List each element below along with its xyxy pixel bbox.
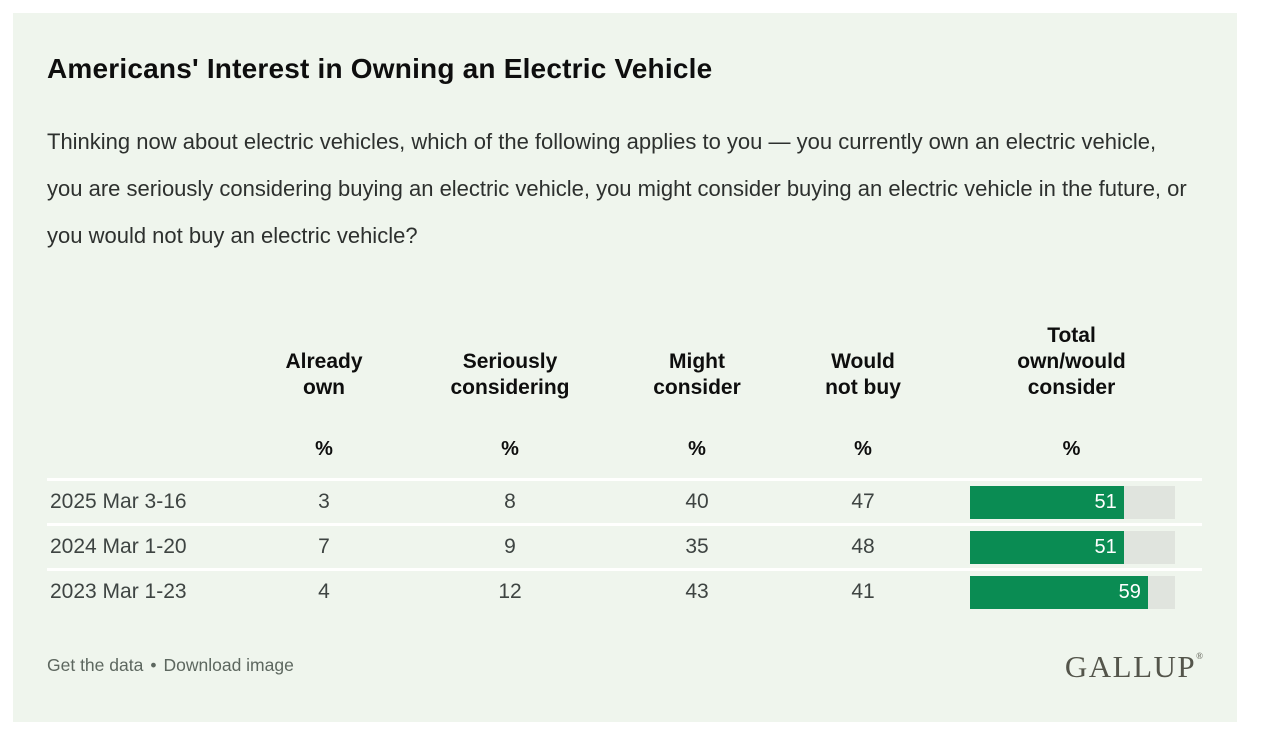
column-header-might-consider: Might consider: [653, 350, 741, 399]
cell-would-not-buy: 41: [851, 580, 875, 603]
cell-seriously-considering: 12: [498, 580, 522, 603]
cell-already-own: 7: [318, 535, 330, 558]
survey-question-text: Thinking now about electric vehicles, wh…: [47, 129, 1187, 248]
row-label-date: 2025 Mar 3-16: [50, 490, 187, 513]
column-header-total-own-would-consider: Total own/would consider: [1017, 324, 1126, 399]
cell-already-own: 3: [318, 490, 330, 513]
cell-would-not-buy: 47: [851, 490, 875, 513]
registered-trademark-icon: ®: [1196, 651, 1203, 661]
column-header-already-own: Already own: [285, 350, 363, 399]
table-header-row: Already own Seriously considering Might …: [47, 323, 1202, 401]
gallup-logo: GALLUP®: [1064, 649, 1203, 684]
cell-total-bar: 51: [941, 485, 1202, 519]
table-body: 2025 Mar 3-16 3 8 40 47 51 2024 Mar 1-20…: [47, 478, 1202, 613]
table-row: 2025 Mar 3-16 3 8 40 47 51: [47, 478, 1202, 523]
get-the-data-link[interactable]: Get the data: [47, 655, 144, 675]
cell-might-consider: 43: [685, 580, 709, 603]
column-header-would-not-buy: Would not buy: [825, 350, 901, 399]
cell-seriously-considering: 9: [504, 535, 516, 558]
data-table: Already own Seriously considering Might …: [47, 259, 1202, 613]
bar-track: 51: [970, 485, 1175, 519]
unit-label: %: [315, 438, 333, 460]
page-title: Americans' Interest in Owning an Electri…: [47, 53, 713, 84]
row-label-date: 2023 Mar 1-23: [50, 580, 187, 603]
column-header-seriously-considering: Seriously considering: [450, 350, 570, 399]
unit-label: %: [854, 438, 872, 460]
cell-seriously-considering: 8: [504, 490, 516, 513]
bar-track: 51: [970, 530, 1175, 564]
cell-already-own: 4: [318, 580, 330, 603]
row-label-date: 2024 Mar 1-20: [50, 535, 187, 558]
bar-fill: 51: [970, 530, 1124, 564]
unit-row: % % % % %: [47, 437, 1202, 461]
bar-track: 59: [970, 575, 1175, 609]
footer: Get the data • Download image GALLUP®: [47, 641, 1215, 682]
unit-spacer: [47, 437, 237, 461]
unit-label: %: [688, 438, 706, 460]
cell-total-bar: 59: [941, 575, 1202, 609]
cell-would-not-buy: 48: [851, 535, 875, 558]
footer-links: Get the data • Download image: [47, 654, 294, 682]
footer-link-separator: •: [150, 655, 157, 675]
cell-might-consider: 40: [685, 490, 709, 513]
bar-fill: 59: [970, 575, 1148, 609]
chart-card: Americans' Interest in Owning an Electri…: [13, 13, 1237, 722]
unit-label: %: [501, 438, 519, 460]
table-row: 2023 Mar 1-23 4 12 43 41 59: [47, 568, 1202, 613]
cell-total-bar: 51: [941, 530, 1202, 564]
download-image-link[interactable]: Download image: [163, 655, 294, 675]
table-row: 2024 Mar 1-20 7 9 35 48 51: [47, 523, 1202, 568]
unit-label: %: [1062, 438, 1081, 460]
cell-might-consider: 35: [685, 535, 709, 558]
bar-fill: 51: [970, 485, 1124, 519]
